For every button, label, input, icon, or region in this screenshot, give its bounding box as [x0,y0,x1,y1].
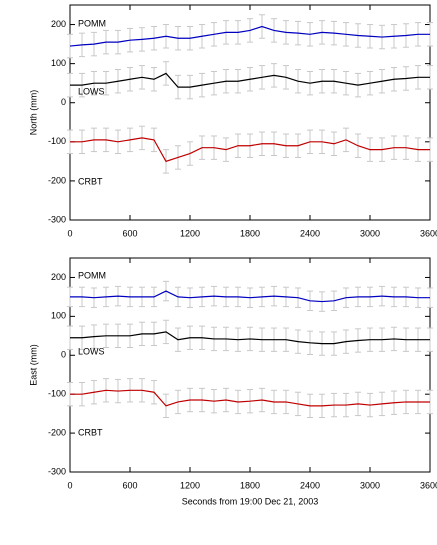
y-tick-label: 100 [51,58,66,68]
series-label: LOWS [78,86,105,96]
y-tick-label: -300 [48,466,66,476]
x-tick-label: 3000 [360,228,380,238]
series-label: POMM [78,18,106,28]
x-tick-label: 1800 [240,228,260,238]
series-line [69,25,430,47]
x-tick-label: 0 [67,480,72,490]
y-axis-label: East (mm) [28,344,38,386]
x-tick-label: 0 [67,228,72,238]
series-line [70,331,430,345]
x-tick-label: 1800 [240,480,260,490]
y-axis-label: North (mm) [28,90,38,136]
y-tick-label: -200 [48,427,66,437]
series-label: LOWS [78,346,105,356]
y-tick-label: -200 [48,175,66,185]
y-tick-label: 200 [51,272,66,282]
series-label: POMM [78,270,106,280]
x-tick-label: 3600 [420,480,437,490]
y-tick-label: -300 [48,214,66,224]
error-bars [67,319,433,356]
y-tick-label: 0 [61,350,66,360]
x-tick-label: 1200 [180,480,200,490]
x-tick-label: 2400 [300,480,320,490]
y-tick-label: 0 [61,97,66,107]
x-tick-label: 600 [122,228,137,238]
x-tick-label: 600 [122,480,137,490]
x-tick-label: 3600 [420,228,437,238]
x-tick-label: 2400 [300,228,320,238]
error-bars [67,280,433,312]
x-tick-label: 1200 [180,228,200,238]
y-tick-label: 100 [51,311,66,321]
error-bars [67,378,433,419]
x-axis-label: Seconds from 19:00 Dec 21, 2003 [182,496,319,506]
series-label: CRBT [78,427,103,437]
error-bars [67,14,433,59]
series-line [70,290,430,303]
y-tick-label: -100 [48,136,66,146]
y-tick-label: 200 [51,19,66,29]
y-tick-label: -100 [48,389,66,399]
series-line [70,137,430,163]
x-tick-label: 3000 [360,480,380,490]
series-label: CRBT [78,176,103,186]
series-line [70,389,430,407]
series-line [70,72,430,88]
